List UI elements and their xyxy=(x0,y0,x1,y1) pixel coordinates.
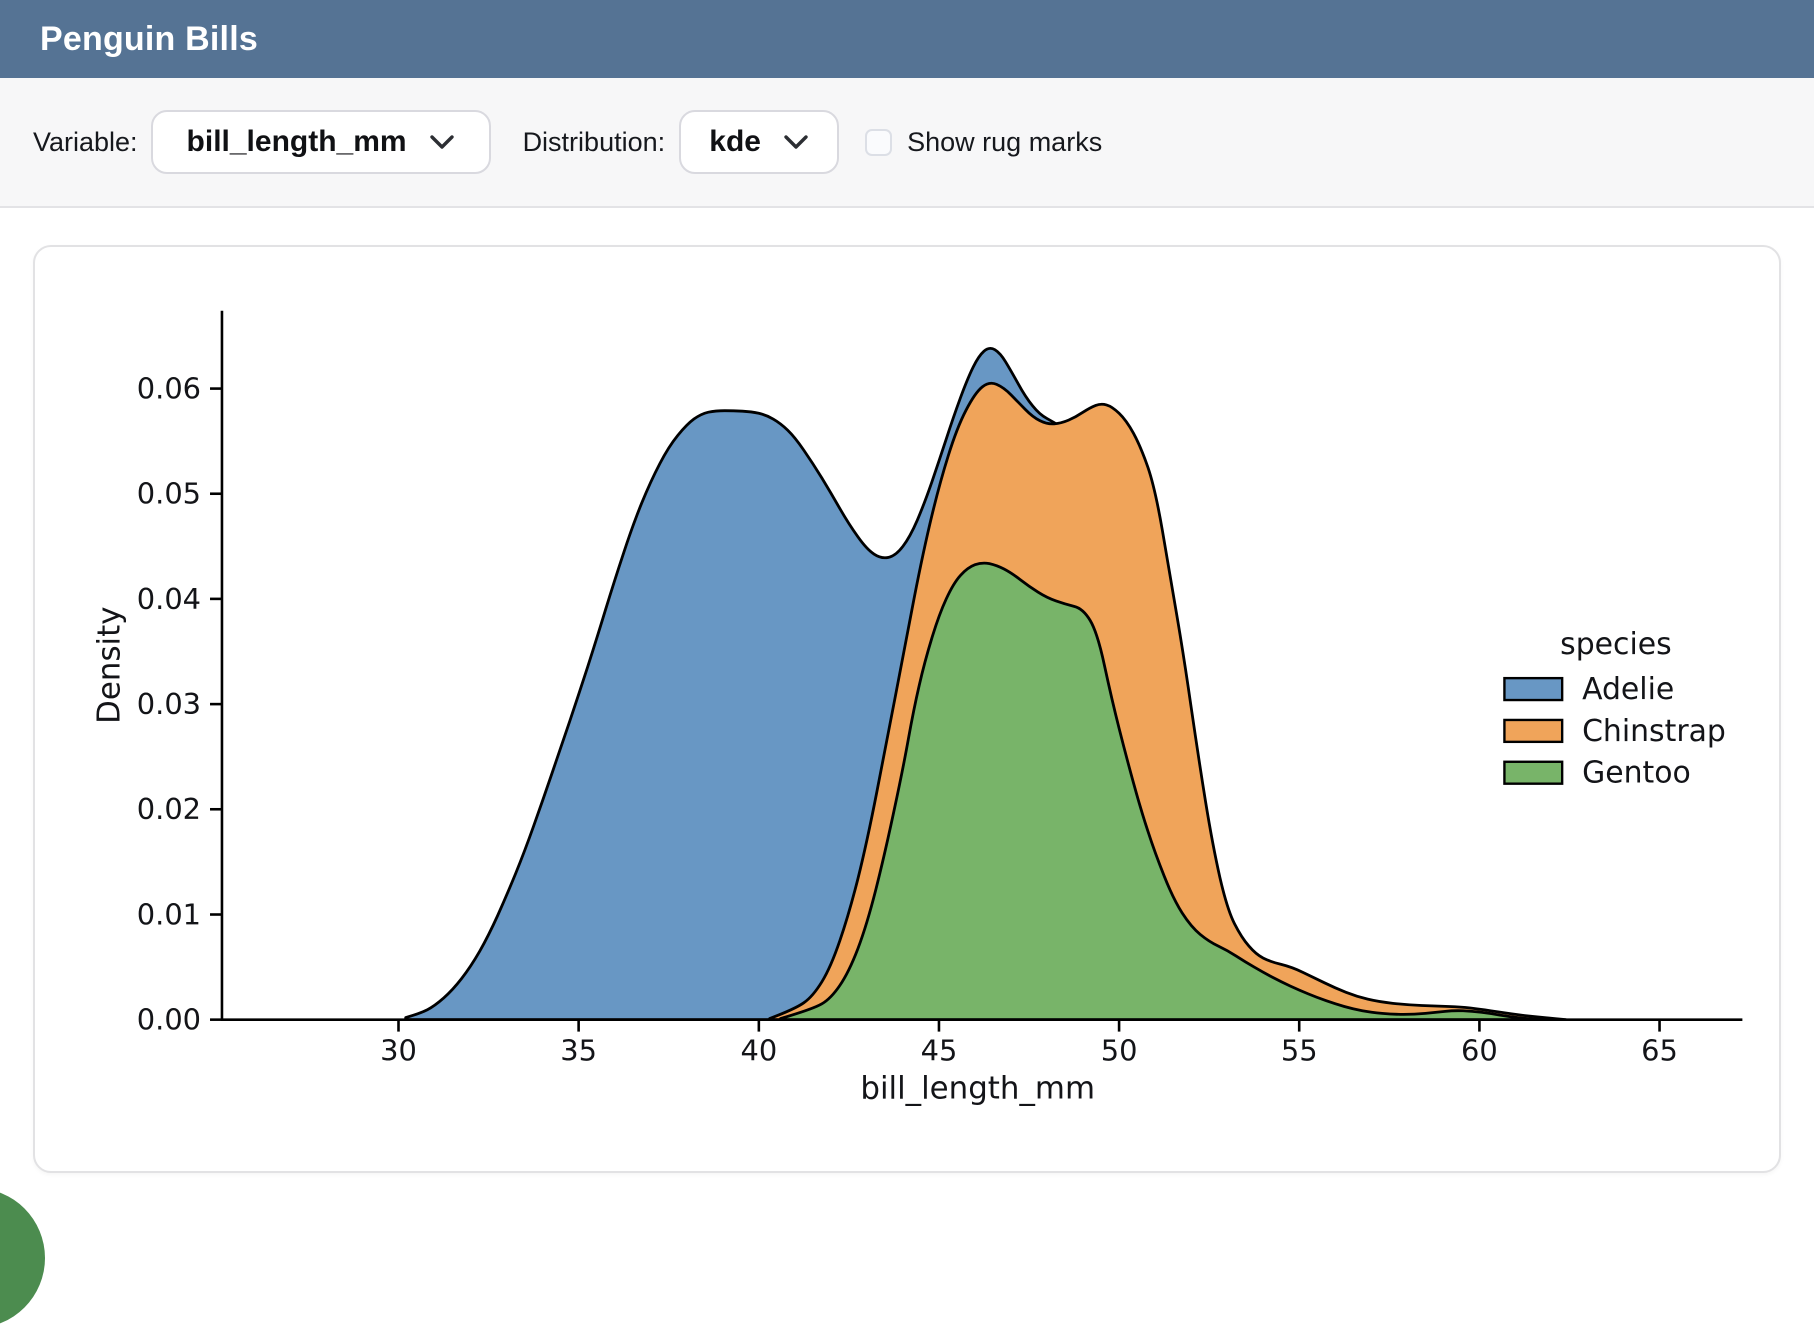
show-rug-label: Show rug marks xyxy=(907,126,1103,157)
toolbar: Variable: bill_length_mm Distribution: k… xyxy=(0,78,1814,208)
variable-label: Variable: xyxy=(33,126,138,157)
distribution-select[interactable]: kde xyxy=(679,110,840,174)
y-tick-label: 0.06 xyxy=(137,372,201,406)
legend-swatch-chinstrap xyxy=(1503,718,1564,744)
y-tick-label: 0.03 xyxy=(137,687,201,721)
x-tick-label: 40 xyxy=(740,1033,777,1067)
y-axis-label: Density xyxy=(91,607,127,724)
x-tick-label: 45 xyxy=(921,1033,958,1067)
chevron-down-icon xyxy=(429,135,454,149)
show-rug-checkbox[interactable] xyxy=(865,128,893,156)
kde-curve-gentoo xyxy=(779,561,1546,1022)
distribution-select-value: kde xyxy=(709,125,761,158)
variable-select-value: bill_length_mm xyxy=(186,125,407,158)
x-tick-label: 35 xyxy=(560,1033,597,1067)
x-tick-label: 50 xyxy=(1101,1033,1138,1067)
y-tick-label: 0.01 xyxy=(137,897,201,931)
distribution-label: Distribution: xyxy=(522,126,666,157)
y-tick-label: 0.00 xyxy=(137,1003,201,1037)
legend-swatch-adelie xyxy=(1503,676,1564,702)
x-axis-label: bill_length_mm xyxy=(860,1070,1095,1106)
chart-card: 30 35 40 45 50 55 60 65 0.00 0.01 0.02 0.03 0.04 0.05… xyxy=(33,245,1781,1173)
legend-label-adelie: Adelie xyxy=(1582,672,1674,707)
x-tick-label: 65 xyxy=(1641,1033,1678,1067)
variable-select[interactable]: bill_length_mm xyxy=(150,110,491,174)
page-title: Penguin Bills xyxy=(40,19,258,58)
app-header: Penguin Bills xyxy=(0,0,1814,78)
y-tick-label: 0.02 xyxy=(137,792,201,826)
legend-title: species xyxy=(1560,627,1672,662)
y-tick-label: 0.05 xyxy=(137,477,201,511)
legend-swatch-gentoo xyxy=(1503,760,1564,785)
x-tick-label: 60 xyxy=(1461,1033,1498,1067)
legend-label-chinstrap: Chinstrap xyxy=(1582,714,1726,749)
legend-label-gentoo: Gentoo xyxy=(1582,756,1691,791)
chevron-down-icon xyxy=(784,135,808,149)
y-tick-label: 0.04 xyxy=(137,582,201,616)
kde-plot: 30 35 40 45 50 55 60 65 0.00 0.01 0.02 0.03 0.04 0.05… xyxy=(91,310,1743,1106)
x-tick-label: 55 xyxy=(1281,1033,1318,1067)
corner-green-blob[interactable] xyxy=(0,1188,45,1328)
x-tick-label: 30 xyxy=(380,1033,417,1067)
